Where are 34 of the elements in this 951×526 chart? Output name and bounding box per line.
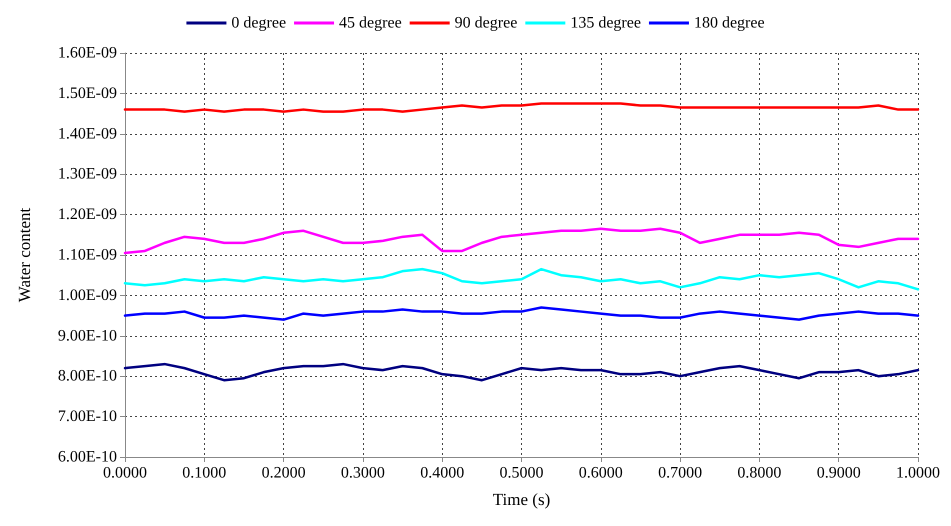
x-tick-label: 0.1000 — [182, 464, 226, 482]
legend-label: 180 degree — [694, 14, 765, 32]
legend-label: 45 degree — [339, 14, 402, 32]
y-tick-label: 6.00E-10 — [58, 448, 117, 466]
y-tick-label: 9.00E-10 — [58, 327, 117, 344]
y-tick-label: 1.30E-09 — [58, 166, 117, 183]
line-series — [124, 102, 920, 113]
legend-label: 90 degree — [454, 14, 518, 32]
x-axis-title: Time (s) — [492, 490, 550, 509]
y-axis-title: Water content — [15, 208, 34, 302]
y-tick-label: 1.10E-09 — [58, 246, 117, 264]
x-tick-label: 0.8000 — [737, 464, 782, 482]
x-tick-label: 0.4000 — [420, 464, 464, 482]
x-tick-label: 0.6000 — [578, 464, 623, 482]
y-tick-label: 8.00E-10 — [58, 368, 117, 385]
x-tick-label: 0.2000 — [262, 464, 306, 482]
y-tick-label: 1.50E-09 — [58, 84, 117, 102]
y-tick-label: 1.40E-09 — [58, 125, 117, 142]
legend-label: 135 degree — [570, 14, 641, 32]
line-series — [124, 362, 920, 382]
x-tick-label: 0.7000 — [658, 464, 702, 482]
x-tick-label: 0.5000 — [500, 464, 544, 482]
x-tick-label: 0.3000 — [340, 464, 385, 482]
y-tick-label: 1.60E-09 — [58, 44, 117, 62]
line-series — [124, 227, 920, 254]
x-tick-label: 0.0000 — [103, 464, 147, 482]
y-tick-label: 1.00E-09 — [58, 286, 117, 304]
line-series — [124, 306, 920, 321]
line-series — [124, 268, 920, 291]
x-tick-label: 1.0000 — [896, 464, 940, 482]
y-tick-label: 7.00E-10 — [58, 408, 117, 426]
legend-label: 0 degree — [231, 14, 286, 32]
y-tick-label: 1.20E-09 — [58, 206, 117, 224]
x-tick-label: 0.9000 — [816, 464, 861, 482]
